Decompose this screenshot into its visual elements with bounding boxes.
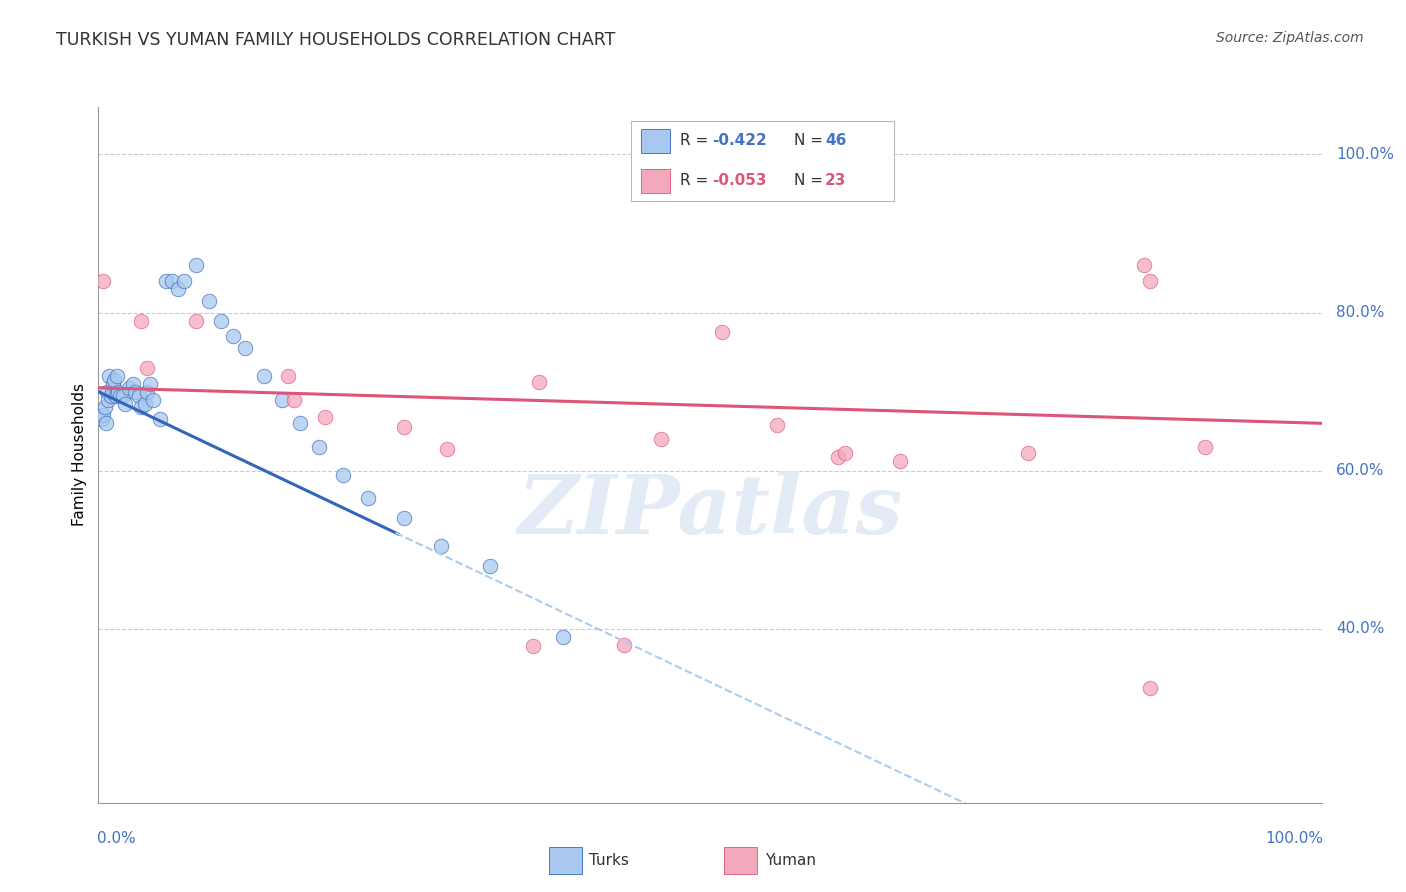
Text: Source: ZipAtlas.com: Source: ZipAtlas.com bbox=[1216, 31, 1364, 45]
Point bbox=[314, 409, 336, 424]
Point bbox=[222, 329, 245, 343]
Bar bbox=[548, 847, 582, 874]
Text: -0.053: -0.053 bbox=[711, 173, 766, 188]
Point bbox=[430, 539, 453, 553]
Point bbox=[766, 417, 789, 432]
Point bbox=[308, 440, 330, 454]
Point bbox=[160, 274, 183, 288]
Point bbox=[121, 376, 143, 391]
Point bbox=[111, 389, 134, 403]
Point bbox=[129, 401, 152, 415]
Point bbox=[97, 392, 120, 407]
Point bbox=[94, 417, 117, 431]
Point bbox=[1139, 681, 1161, 695]
Text: 100.0%: 100.0% bbox=[1336, 147, 1395, 162]
Point bbox=[283, 392, 305, 407]
Point bbox=[290, 417, 312, 431]
Text: Turks: Turks bbox=[589, 854, 628, 868]
Y-axis label: Family Households: Family Households bbox=[72, 384, 87, 526]
Point bbox=[129, 313, 152, 327]
Point bbox=[101, 376, 124, 391]
Text: -0.422: -0.422 bbox=[711, 133, 766, 148]
Point bbox=[186, 258, 208, 272]
Point bbox=[436, 442, 458, 456]
Point bbox=[134, 396, 156, 410]
Point bbox=[1194, 440, 1216, 454]
Point bbox=[392, 420, 416, 434]
Point bbox=[650, 432, 672, 446]
Point bbox=[252, 368, 274, 383]
Point bbox=[101, 384, 124, 399]
Point bbox=[93, 401, 115, 415]
Point bbox=[91, 412, 114, 426]
Point bbox=[139, 376, 162, 391]
Point bbox=[522, 639, 544, 653]
Text: ZIPatlas: ZIPatlas bbox=[517, 471, 903, 550]
Point bbox=[233, 341, 256, 355]
Text: 23: 23 bbox=[825, 173, 846, 188]
Point bbox=[1133, 258, 1156, 272]
Point bbox=[149, 412, 172, 426]
Point bbox=[277, 368, 299, 383]
Point bbox=[105, 368, 128, 383]
Text: R =: R = bbox=[681, 173, 714, 188]
Point bbox=[527, 375, 550, 389]
Point bbox=[100, 389, 122, 403]
Text: N =: N = bbox=[793, 173, 828, 188]
Point bbox=[332, 467, 354, 482]
Text: Yuman: Yuman bbox=[765, 854, 815, 868]
Text: 40.0%: 40.0% bbox=[1336, 622, 1385, 636]
Point bbox=[91, 274, 114, 288]
Point bbox=[711, 326, 734, 340]
Point bbox=[114, 396, 136, 410]
Point bbox=[889, 454, 911, 468]
Point bbox=[209, 313, 232, 327]
Point bbox=[136, 384, 159, 399]
Point bbox=[110, 389, 132, 403]
Text: 60.0%: 60.0% bbox=[1336, 463, 1385, 478]
Text: R =: R = bbox=[681, 133, 714, 148]
Bar bbox=[724, 847, 758, 874]
Point bbox=[128, 389, 150, 403]
Point bbox=[173, 274, 195, 288]
Text: 100.0%: 100.0% bbox=[1265, 830, 1323, 846]
Text: N =: N = bbox=[793, 133, 828, 148]
Bar bbox=[641, 129, 671, 153]
Point bbox=[392, 511, 416, 525]
Point bbox=[613, 638, 636, 652]
Text: TURKISH VS YUMAN FAMILY HOUSEHOLDS CORRELATION CHART: TURKISH VS YUMAN FAMILY HOUSEHOLDS CORRE… bbox=[56, 31, 616, 49]
Point bbox=[167, 282, 190, 296]
Point bbox=[98, 368, 121, 383]
Bar bbox=[641, 169, 671, 193]
Point bbox=[107, 384, 129, 399]
Point bbox=[270, 392, 294, 407]
Point bbox=[136, 361, 159, 376]
Point bbox=[124, 384, 146, 399]
Point bbox=[96, 384, 118, 399]
Point bbox=[118, 381, 141, 395]
Text: 0.0%: 0.0% bbox=[97, 830, 136, 846]
Point bbox=[142, 392, 165, 407]
Point bbox=[104, 389, 127, 403]
Point bbox=[827, 450, 849, 464]
Point bbox=[356, 491, 378, 506]
Point bbox=[91, 409, 114, 423]
Point bbox=[834, 446, 856, 460]
Point bbox=[553, 630, 575, 644]
Text: 80.0%: 80.0% bbox=[1336, 305, 1385, 320]
Point bbox=[1017, 446, 1039, 460]
Point bbox=[186, 313, 208, 327]
Point bbox=[103, 373, 125, 387]
Point bbox=[197, 293, 219, 308]
Point bbox=[478, 558, 501, 573]
Text: 46: 46 bbox=[825, 133, 846, 148]
Point bbox=[1139, 274, 1161, 288]
Point bbox=[155, 274, 177, 288]
